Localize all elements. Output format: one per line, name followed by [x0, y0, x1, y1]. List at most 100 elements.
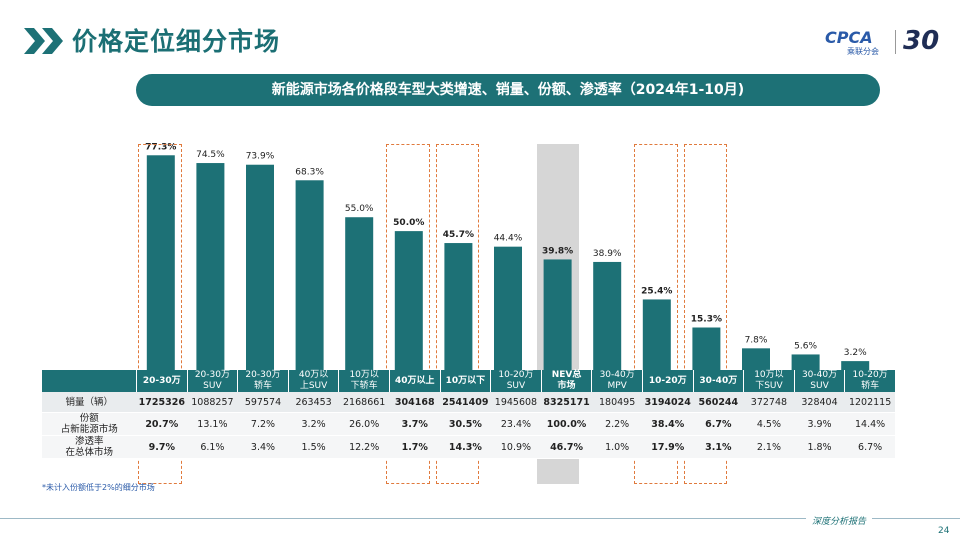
- table-cell: 30.5%: [440, 412, 491, 436]
- page-title: 价格定位细分市场: [72, 27, 281, 56]
- bar-14: [841, 361, 870, 370]
- table-cell: 10.9%: [490, 435, 542, 459]
- bar-7: [494, 246, 522, 370]
- table-cell: 2.2%: [591, 412, 643, 436]
- bar-value-label-8: 39.8%: [542, 246, 573, 256]
- logo-sub-text: 乘联分会: [847, 47, 879, 56]
- table-cell: 1945608: [490, 392, 542, 413]
- bar-value-label-6: 45.7%: [443, 230, 474, 240]
- table-cell: 3.9%: [794, 412, 845, 436]
- bar-value-label-5: 50.0%: [393, 218, 424, 228]
- table-corner: [42, 370, 137, 392]
- bar-3: [295, 180, 324, 370]
- table-cell: 100.0%: [541, 412, 592, 436]
- bar-9: [593, 261, 622, 370]
- table-cell: 20.7%: [136, 412, 188, 436]
- table-row-share: 份额 占新能源市场 20.7% 13.1% 7.2% 3.2% 26.0% 3.7% 30.5%…: [42, 412, 896, 436]
- table-cell: 3.7%: [389, 412, 441, 436]
- table-cell: 372748: [743, 392, 795, 413]
- logo-anniversary: 30: [903, 26, 940, 56]
- bar-value-label-9: 38.9%: [593, 249, 622, 259]
- table-row-sales: 销量（辆） 1725326 1088257 597574 263453 2168661 30…: [42, 392, 896, 413]
- footnote: *未计入份额低于2%的细分市场: [42, 483, 155, 492]
- highlight-box-11: [683, 144, 728, 484]
- page-number: 24: [938, 526, 950, 536]
- bar-13: [791, 354, 820, 370]
- table-cell: 12.2%: [338, 435, 390, 459]
- bar-value-label-1: 74.5%: [196, 150, 225, 160]
- table-cell: 1.8%: [794, 435, 845, 459]
- table-cell: 2.1%: [743, 435, 795, 459]
- bar-10: [642, 299, 671, 370]
- table-cell: 263453: [288, 392, 339, 413]
- bar-6: [444, 243, 473, 370]
- logo-cpca-text: CPCA: [825, 28, 873, 47]
- highlight-box-5: [386, 144, 430, 484]
- table-cell: 6.7%: [693, 412, 744, 436]
- table-cell: 1.7%: [389, 435, 441, 459]
- table-cell: 3.4%: [237, 435, 289, 459]
- table-header-1: 20-30万 SUV: [187, 370, 239, 392]
- logo-separator: [895, 30, 896, 54]
- table-cell: 14.4%: [844, 412, 896, 436]
- table-cell: 13.1%: [187, 412, 238, 436]
- bar-5: [394, 231, 423, 370]
- data-table: 20-30万 20-30万 SUV 20-30万 轿车 40万以 上SUV 10万以 下轿车 40…: [42, 370, 896, 459]
- table-cell: 1725326: [136, 392, 188, 413]
- table-cell: 38.4%: [642, 412, 694, 436]
- bar-value-label-14: 3.2%: [844, 348, 867, 358]
- table-header-12: 10万以 下SUV: [743, 370, 795, 392]
- bar-value-label-4: 55.0%: [345, 204, 374, 214]
- footer-divider: [0, 518, 960, 519]
- table-cell: 26.0%: [338, 412, 390, 436]
- table-header-7: 10-20万 SUV: [490, 370, 542, 392]
- bar-value-label-11: 15.3%: [691, 315, 722, 325]
- table-header-9: 30-40万 MPV: [591, 370, 643, 392]
- table-cell: 17.9%: [642, 435, 694, 459]
- table-cell: 304168: [389, 392, 441, 413]
- table-cell: 1.5%: [288, 435, 339, 459]
- table-cell: 6.7%: [844, 435, 896, 459]
- table-cell: 1088257: [187, 392, 238, 413]
- bar-11: [692, 327, 721, 370]
- table-cell: 46.7%: [541, 435, 592, 459]
- bar-1: [196, 163, 225, 370]
- bar-0: [146, 155, 175, 370]
- table-header-8: NEV总 市场: [541, 370, 593, 392]
- bar-value-label-10: 25.4%: [641, 286, 672, 296]
- highlight-box-10: [634, 144, 678, 484]
- table-cell: 8325171: [541, 392, 592, 413]
- table-cell: 1202115: [844, 392, 896, 413]
- table-cell: 1.0%: [591, 435, 643, 459]
- row-label-0: 销量（辆）: [42, 392, 137, 413]
- bar-value-label-7: 44.4%: [494, 234, 523, 244]
- footer-report-label: 深度分析报告: [806, 514, 873, 527]
- table-header-5: 40万以上: [389, 370, 441, 392]
- table-header-3: 40万以 上SUV: [288, 370, 340, 392]
- table-cell: 3.2%: [288, 412, 339, 436]
- table-cell: 328404: [794, 392, 845, 413]
- table-header-13: 30-40万 SUV: [794, 370, 846, 392]
- bar-value-label-12: 7.8%: [745, 335, 768, 345]
- table-row-penetration: 渗透率 在总体市场 9.7% 6.1% 3.4% 1.5% 12.2% 1.7% 14.3% 10…: [42, 435, 896, 459]
- table-header-11: 30-40万: [693, 370, 745, 392]
- bar-2: [246, 164, 274, 370]
- table-header-0: 20-30万: [136, 370, 188, 392]
- bar-8: [543, 259, 572, 370]
- table-cell: 6.1%: [187, 435, 238, 459]
- table-cell: 3194024: [642, 392, 694, 413]
- table-cell: 2168661: [338, 392, 390, 413]
- bar-12: [742, 348, 770, 370]
- table-cell: 597574: [237, 392, 289, 413]
- table-header-10: 10-20万: [642, 370, 694, 392]
- bar-value-label-2: 73.9%: [246, 152, 275, 162]
- bar-value-label-0: 77.3%: [145, 142, 176, 152]
- table-cell: 560244: [693, 392, 744, 413]
- bar-value-label-3: 68.3%: [295, 167, 324, 177]
- table-cell: 23.4%: [490, 412, 542, 436]
- highlight-box-0: [138, 144, 182, 484]
- table-cell: 180495: [591, 392, 643, 413]
- bar-value-label-13: 5.6%: [794, 341, 817, 351]
- table-header-6: 10万以下: [440, 370, 492, 392]
